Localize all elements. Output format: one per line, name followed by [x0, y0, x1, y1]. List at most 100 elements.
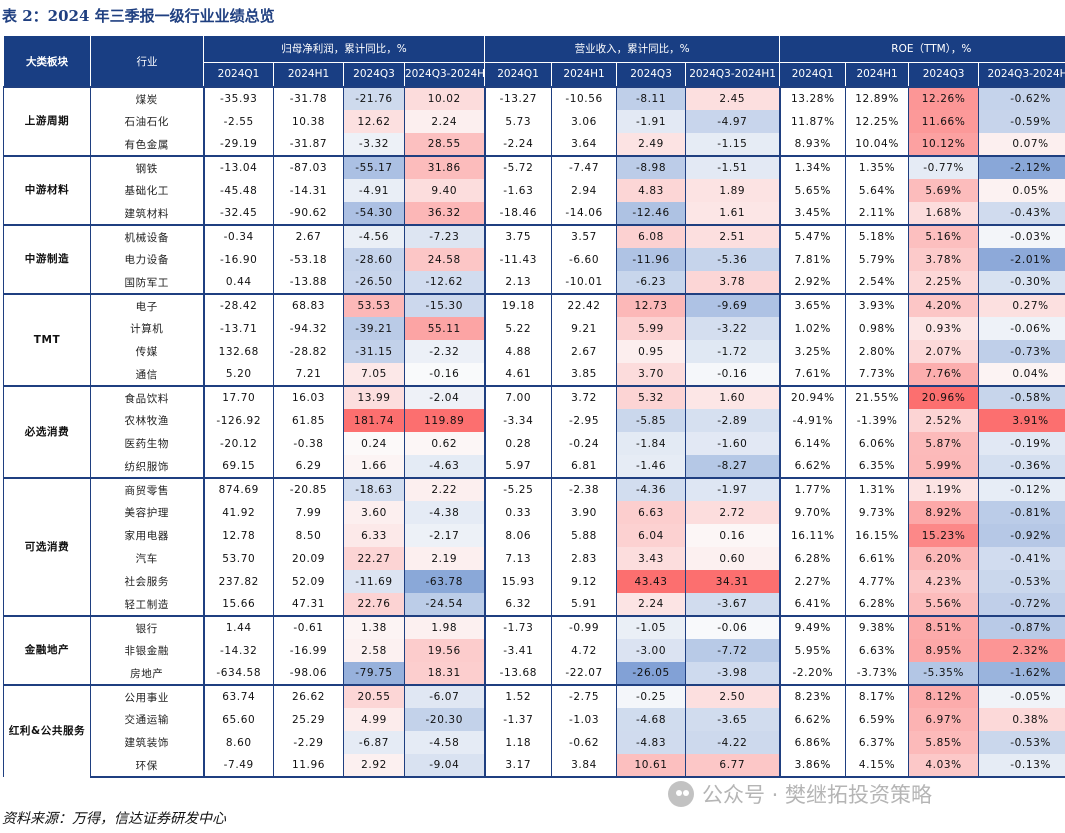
np-cell: -87.03 — [273, 155, 344, 179]
roe-cell: 2.52% — [908, 409, 979, 432]
roe-cell: 5.69% — [908, 179, 979, 202]
rev-cell: -2.89 — [685, 409, 780, 432]
table-row: 可选消费 商贸零售 874.69 -20.85 -18.63 2.22 -5.25 -2.38… — [3, 477, 1065, 616]
rev-cell: -12.46 — [616, 202, 686, 225]
np-cell: 0.62 — [403, 432, 485, 455]
industry-name: 电子 — [90, 293, 204, 317]
table-row: 石油石化 -2.55 10.38 12.62 2.24 5.73 3.06 -1.91 -4.9… — [4, 110, 1065, 133]
np-cell: -7.23 — [403, 224, 485, 248]
table-row: 房地产 -634.58 -98.06 -79.75 18.31 -13.68 -22.07-… — [4, 662, 1065, 685]
table-row: 医药生物 -20.12 -0.38 0.24 0.62 0.28 -0.24 -1.84 -1.… — [4, 432, 1065, 455]
rev-cell: -3.98 — [685, 662, 780, 685]
header-industry: 行业 — [90, 36, 204, 87]
rev-cell: -5.72 — [483, 155, 552, 179]
rev-cell: -8.11 — [616, 86, 686, 110]
np-cell: 12.78 — [202, 524, 274, 547]
rev-cell: 10.61 — [616, 754, 686, 778]
roe-cell: -0.59% — [978, 110, 1065, 133]
rev-cell: 3.85 — [551, 363, 617, 386]
rev-cell: 15.93 — [483, 570, 552, 593]
rev-cell: 2.49 — [616, 133, 686, 156]
rev-cell: -1.73 — [483, 615, 552, 639]
table-row: 非银金融 -14.32 -16.99 2.58 19.56 -3.41 4.72 -3.00-… — [4, 639, 1065, 662]
roe-cell: -0.36% — [978, 455, 1065, 478]
header-period: 2024Q3 — [343, 61, 405, 87]
np-cell: -6.07 — [403, 684, 485, 708]
roe-cell: 3.65% — [778, 293, 846, 317]
roe-cell: 6.86% — [778, 731, 846, 754]
rev-cell: -0.06 — [685, 615, 780, 639]
roe-cell: -0.03% — [978, 224, 1065, 248]
industry-name: 建筑装饰 — [90, 731, 204, 754]
industry-name: 房地产 — [90, 662, 204, 685]
rev-cell: -8.98 — [616, 155, 686, 179]
np-cell: 2.92 — [343, 754, 405, 778]
industry-name: 美容护理 — [90, 501, 204, 524]
roe-cell: 0.07% — [978, 133, 1065, 156]
np-cell: 119.89 — [403, 409, 485, 432]
table-row: 农林牧渔 -126.92 61.85 181.74 119.89 -3.34 -2.95 -5… — [4, 409, 1065, 432]
rev-cell: 5.73 — [483, 110, 552, 133]
rev-cell: 1.18 — [483, 731, 552, 754]
np-cell: 0.44 — [202, 271, 274, 294]
industry-name: 非银金融 — [90, 639, 204, 662]
roe-cell: -1.39% — [845, 409, 909, 432]
np-cell: 31.86 — [403, 155, 485, 179]
rev-cell: 3.70 — [616, 363, 686, 386]
rev-cell: 3.06 — [551, 110, 617, 133]
roe-cell: 8.95% — [908, 639, 979, 662]
rev-cell: -2.38 — [551, 477, 617, 501]
roe-cell: 11.87% — [778, 110, 846, 133]
np-cell: -63.78 — [403, 570, 485, 593]
rev-cell: -1.91 — [616, 110, 686, 133]
rev-cell: -8.27 — [685, 455, 780, 478]
roe-cell: 6.14% — [778, 432, 846, 455]
roe-cell: 4.77% — [845, 570, 909, 593]
np-cell: -14.32 — [202, 639, 274, 662]
rev-cell: 0.60 — [685, 547, 780, 570]
header-period: 2024Q3 — [616, 61, 686, 87]
rev-cell: 2.67 — [551, 340, 617, 363]
rev-cell: -1.37 — [483, 708, 552, 731]
np-cell: -0.34 — [202, 224, 274, 248]
rev-cell: -4.83 — [616, 731, 686, 754]
roe-cell: 10.04% — [845, 133, 909, 156]
rev-cell: -4.36 — [616, 477, 686, 501]
np-cell: -28.60 — [343, 248, 405, 271]
roe-cell: -0.72% — [978, 593, 1065, 616]
industry-name: 环保 — [90, 754, 204, 778]
np-cell: 24.58 — [403, 248, 485, 271]
np-cell: -6.87 — [343, 731, 405, 754]
np-cell: -0.38 — [273, 432, 344, 455]
table-row: TMT 电子 -28.42 68.83 53.53 -15.30 19.18 22.42 12.… — [3, 293, 1065, 386]
np-cell: -2.29 — [273, 731, 344, 754]
rev-cell: -7.47 — [551, 155, 617, 179]
roe-cell: 21.55% — [845, 385, 909, 409]
roe-cell: 7.73% — [845, 363, 909, 386]
rev-cell: -5.25 — [483, 477, 552, 501]
roe-cell: 5.87% — [908, 432, 979, 455]
np-cell: -16.99 — [273, 639, 344, 662]
np-cell: 25.29 — [273, 708, 344, 731]
np-cell: -20.12 — [202, 432, 274, 455]
rev-cell: 2.83 — [551, 547, 617, 570]
page-title: 表 2：2024 年三季报一级行业业绩总览 — [2, 7, 275, 25]
np-cell: -94.32 — [273, 317, 344, 340]
roe-cell: 5.79% — [845, 248, 909, 271]
np-cell: -3.32 — [343, 133, 405, 156]
segment-label: 中游制造 — [3, 224, 91, 294]
roe-cell: 5.65% — [778, 179, 846, 202]
np-cell: -12.62 — [403, 271, 485, 294]
roe-cell: 1.35% — [845, 155, 909, 179]
np-cell: -28.42 — [202, 293, 274, 317]
roe-cell: 1.77% — [778, 477, 846, 501]
np-cell: 16.03 — [273, 385, 344, 409]
rev-cell: -0.62 — [551, 731, 617, 754]
roe-cell: 3.25% — [778, 340, 846, 363]
rev-cell: -1.51 — [685, 155, 780, 179]
header-segment: 大类板块 — [3, 36, 91, 87]
table-row: 美容护理 41.92 7.99 3.60 -4.38 0.33 3.90 6.63 2.72 9.… — [4, 501, 1065, 524]
roe-cell: 0.27% — [978, 293, 1065, 317]
np-cell: -55.17 — [343, 155, 405, 179]
np-cell: -32.45 — [202, 202, 274, 225]
